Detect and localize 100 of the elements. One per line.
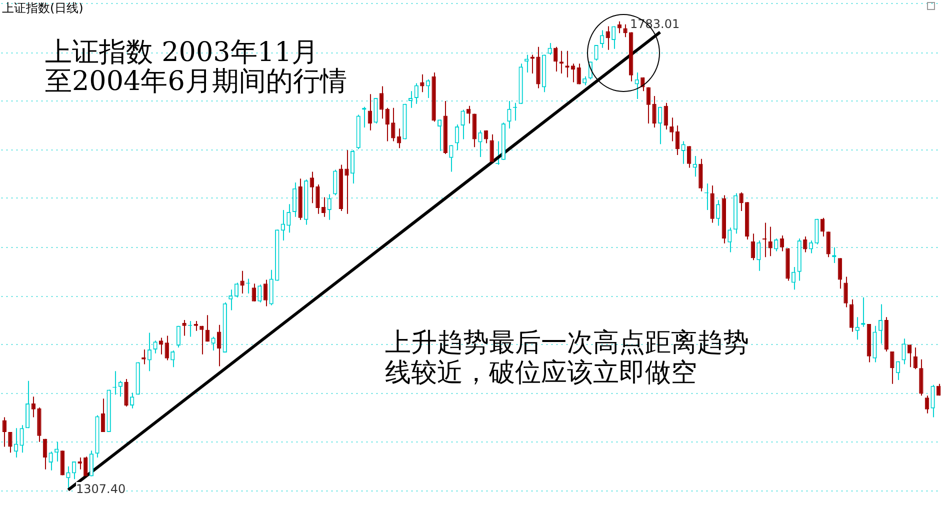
candlestick	[460, 109, 465, 140]
candlestick	[924, 395, 930, 414]
candlestick	[48, 451, 53, 471]
candlestick	[176, 325, 181, 348]
candlestick	[158, 337, 164, 355]
candlestick	[675, 125, 680, 156]
candlestick	[646, 86, 651, 124]
candlestick	[164, 335, 169, 361]
candlestick	[826, 231, 830, 258]
candlestick	[728, 227, 732, 253]
candlestick	[147, 332, 152, 372]
annotation: 上证指数 2003年11月	[45, 37, 319, 68]
candlestick	[524, 54, 529, 73]
candlestick	[130, 392, 134, 409]
candlestick	[681, 140, 686, 164]
candlestick	[844, 276, 848, 308]
candlestick	[118, 380, 123, 398]
candlestick	[391, 107, 396, 142]
candlestick	[692, 155, 697, 178]
candlestick	[292, 182, 297, 218]
chart-title: 上证指数(日线)	[2, 0, 84, 17]
candlestick	[808, 240, 814, 254]
candlestick	[814, 218, 819, 245]
candlestick	[379, 86, 384, 120]
candlestick	[838, 258, 842, 290]
candlestick	[576, 63, 581, 85]
candlestick	[89, 450, 94, 477]
candlestick	[472, 113, 476, 148]
candlestick	[211, 336, 216, 351]
candlestick	[849, 298, 854, 332]
candlestick	[42, 438, 48, 470]
candlestick	[855, 316, 860, 340]
candlestick	[890, 350, 894, 384]
candlestick	[658, 106, 662, 145]
candlestick	[454, 124, 460, 151]
candlestick	[263, 279, 268, 307]
candlestick	[902, 338, 906, 365]
candlestick	[252, 283, 256, 302]
candlestick	[258, 284, 262, 303]
candlestick	[606, 26, 610, 50]
candlestick	[374, 98, 378, 124]
candlestick	[72, 460, 76, 480]
candlestick	[716, 200, 720, 226]
candlestick	[321, 196, 326, 218]
candlestick	[66, 466, 70, 490]
candlestick	[490, 134, 494, 164]
candlestick	[327, 194, 332, 220]
candlestick	[670, 117, 674, 142]
candlestick	[124, 378, 128, 407]
candlestick	[652, 96, 656, 128]
candlestick	[217, 324, 222, 367]
candlestick	[484, 130, 488, 144]
candlestick	[930, 384, 935, 418]
candlestick	[84, 456, 88, 477]
candlestick	[803, 236, 808, 253]
candlestick	[2, 416, 6, 448]
candlestick	[31, 396, 36, 418]
candlestick	[634, 72, 639, 100]
candlestick	[739, 192, 744, 212]
candlestick	[170, 350, 175, 368]
candlestick	[333, 169, 338, 196]
candlestick	[385, 107, 390, 142]
candlestick	[600, 30, 604, 48]
candlestick	[756, 240, 761, 272]
candlestick	[780, 235, 784, 252]
candlestick	[774, 238, 778, 252]
candlestick	[710, 184, 714, 224]
candlestick	[570, 63, 576, 83]
candlestick	[449, 144, 454, 172]
candlestick	[286, 204, 291, 234]
candlestick	[617, 20, 622, 34]
annotation: 至2004年6月期间的行情	[45, 66, 347, 97]
candlestick	[548, 42, 552, 56]
candlestick	[664, 102, 668, 130]
candlestick	[762, 222, 767, 258]
candlestick	[316, 184, 320, 214]
annotation: 1307.40	[76, 482, 126, 496]
candlestick	[8, 432, 12, 454]
candlestick	[350, 150, 355, 184]
candlestick	[750, 233, 756, 261]
candlestick	[310, 171, 314, 204]
candlestick	[269, 269, 274, 306]
candlestick	[234, 282, 239, 298]
candlestick	[344, 150, 349, 214]
candlestick	[153, 340, 158, 354]
candlestick	[623, 24, 628, 38]
candlestick	[414, 82, 418, 104]
candlestick	[698, 158, 703, 192]
candlestick	[240, 270, 244, 294]
candlestick	[438, 119, 442, 152]
candlestick	[908, 344, 912, 368]
candlestick	[408, 90, 413, 108]
candlestick	[20, 424, 24, 454]
candlestick	[54, 441, 59, 462]
candlestick	[228, 289, 233, 311]
candlestick	[594, 44, 598, 62]
candlestick	[768, 226, 772, 257]
candlestick	[612, 26, 616, 50]
candlestick	[687, 146, 692, 168]
candlestick	[200, 325, 204, 355]
